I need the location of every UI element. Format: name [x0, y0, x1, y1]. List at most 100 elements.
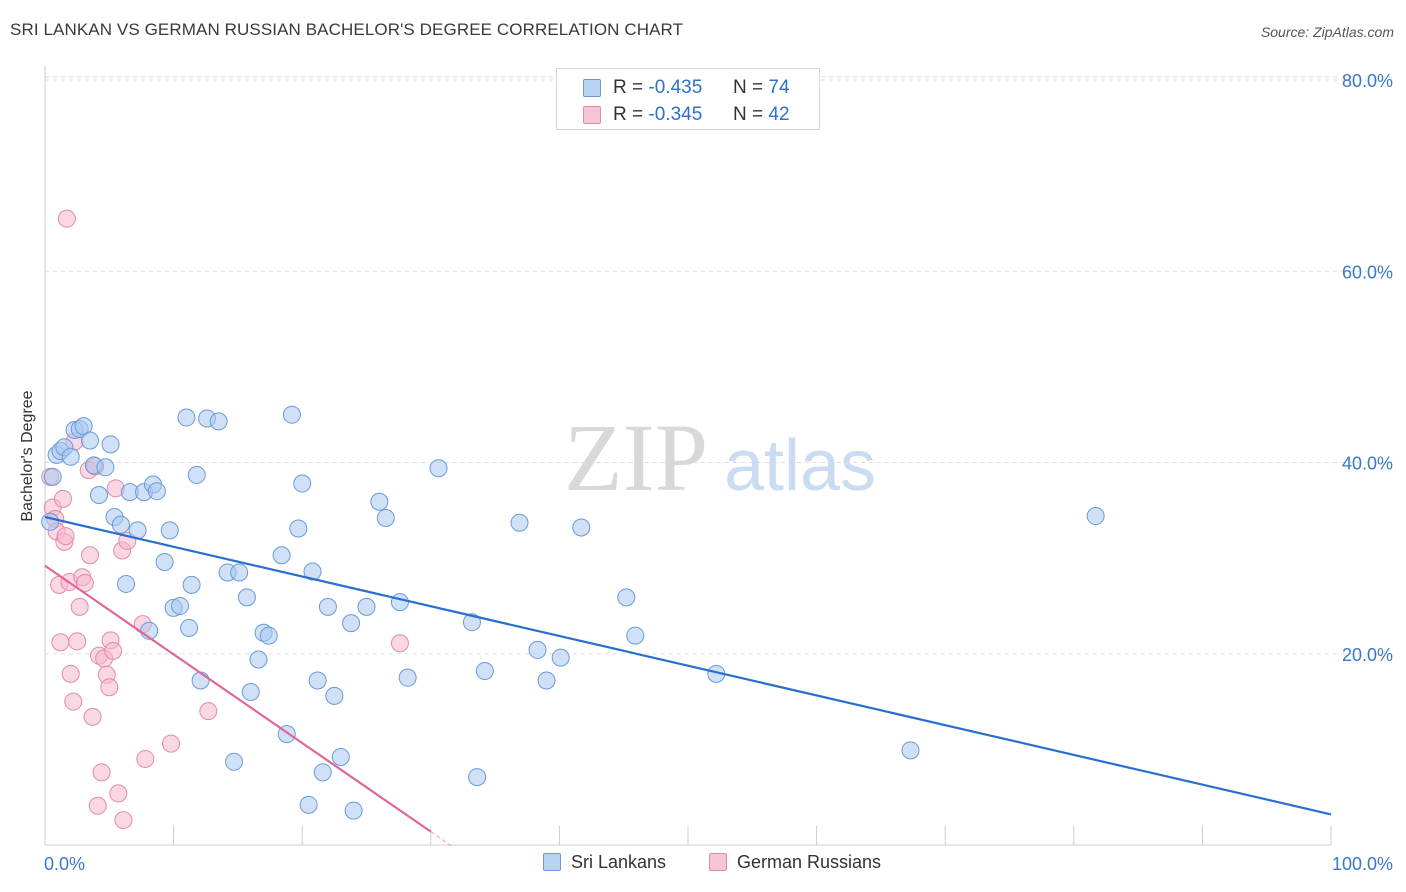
- point-sri-lankans: [81, 431, 100, 450]
- point-sri-lankans: [398, 668, 417, 687]
- point-sri-lankans: [61, 447, 80, 466]
- point-german-russians: [109, 784, 128, 803]
- point-german-russians: [92, 763, 111, 782]
- bottom-legend-swatch-pink: [709, 853, 727, 871]
- point-sri-lankans: [230, 563, 249, 582]
- legend-swatch-pink: [583, 106, 601, 124]
- y-tick-label: 80.0%: [1342, 71, 1393, 91]
- trend-line-german-russians: [44, 564, 432, 833]
- y-tick-label: 60.0%: [1342, 262, 1393, 282]
- point-sri-lankans: [510, 513, 529, 532]
- chart-title: SRI LANKAN VS GERMAN RUSSIAN BACHELOR'S …: [10, 20, 684, 39]
- point-german-russians: [68, 632, 87, 651]
- tick-labels: 20.0% 40.0% 60.0% 80.0% 0.0% 100.0%: [44, 71, 1393, 874]
- point-sri-lankans: [313, 763, 332, 782]
- point-sri-lankans: [96, 458, 115, 477]
- y-tick-label: 40.0%: [1342, 454, 1393, 474]
- point-sri-lankans: [344, 801, 363, 820]
- point-sri-lankans: [325, 686, 344, 705]
- point-sri-lankans: [528, 640, 547, 659]
- point-sri-lankans: [370, 492, 389, 511]
- point-sri-lankans: [237, 588, 256, 607]
- point-sri-lankans: [43, 467, 62, 486]
- point-sri-lankans: [249, 650, 268, 669]
- point-sri-lankans: [177, 408, 196, 427]
- point-sri-lankans: [171, 596, 190, 615]
- point-german-russians: [54, 489, 73, 508]
- point-german-russians: [199, 702, 218, 721]
- point-sri-lankans: [117, 574, 136, 593]
- point-sri-lankans: [90, 486, 109, 505]
- trend-lines: [44, 515, 1332, 849]
- x-tick-label: 0.0%: [44, 854, 85, 874]
- point-sri-lankans: [289, 519, 308, 538]
- watermark-atlas: atlas: [724, 426, 876, 506]
- legend-r-label: R =: [613, 104, 644, 125]
- point-german-russians: [136, 749, 155, 768]
- point-sri-lankans: [429, 459, 448, 478]
- y-tick-label: 20.0%: [1342, 645, 1393, 665]
- point-sri-lankans: [551, 648, 570, 667]
- point-sri-lankans: [191, 671, 210, 690]
- point-german-russians: [75, 573, 94, 592]
- point-sri-lankans: [626, 626, 645, 645]
- point-sri-lankans: [1086, 507, 1105, 526]
- point-sri-lankans: [293, 474, 312, 493]
- point-sri-lankans: [180, 618, 199, 637]
- point-sri-lankans: [155, 552, 174, 571]
- point-german-russians: [162, 734, 181, 753]
- watermark: ZIP atlas: [564, 404, 876, 511]
- point-sri-lankans: [272, 546, 291, 565]
- point-sri-lankans: [147, 482, 166, 501]
- point-sri-lankans: [342, 614, 361, 633]
- point-sri-lankans: [462, 613, 481, 632]
- bottom-legend-sri-lankans: Sri Lankans: [543, 852, 666, 873]
- point-sri-lankans: [572, 518, 591, 537]
- bottom-legend-german-russians: German Russians: [709, 852, 881, 873]
- x-tick-label: 100.0%: [1332, 854, 1393, 874]
- point-german-russians: [88, 796, 107, 815]
- point-sri-lankans: [209, 412, 228, 431]
- chart-source: Source: ZipAtlas.com: [1260, 24, 1394, 40]
- point-sri-lankans: [41, 512, 60, 531]
- point-sri-lankans: [282, 405, 301, 424]
- legend-n-value: 42: [768, 104, 790, 125]
- data-points: [41, 209, 1105, 830]
- point-sri-lankans: [357, 597, 376, 616]
- trend-line-german-russians-extension: [430, 830, 455, 849]
- bottom-legend-label: Sri Lankans: [571, 852, 667, 872]
- point-sri-lankans: [187, 465, 206, 484]
- point-sri-lankans: [101, 435, 120, 454]
- point-sri-lankans: [617, 588, 636, 607]
- stats-legend: R = -0.435 N = 74 R = -0.345 N = 42: [556, 68, 820, 130]
- point-sri-lankans: [225, 752, 244, 771]
- legend-n-value: 74: [768, 77, 790, 98]
- legend-r-value: -0.435: [648, 77, 703, 98]
- point-german-russians: [70, 597, 89, 616]
- point-sri-lankans: [182, 575, 201, 594]
- point-sri-lankans: [241, 683, 260, 701]
- point-german-russians: [104, 641, 123, 660]
- point-sri-lankans: [537, 671, 556, 690]
- legend-swatch-blue: [583, 79, 601, 97]
- gridlines: [45, 76, 1392, 655]
- point-sri-lankans: [901, 741, 920, 760]
- point-german-russians: [64, 692, 83, 711]
- point-german-russians: [83, 707, 102, 726]
- point-german-russians: [390, 634, 409, 653]
- point-german-russians: [57, 209, 76, 228]
- trend-line-sri-lankans: [44, 515, 1332, 816]
- point-sri-lankans: [331, 748, 350, 767]
- point-german-russians: [114, 811, 133, 830]
- y-axis-label: Bachelor's Degree: [19, 390, 36, 522]
- point-sri-lankans: [468, 768, 487, 787]
- legend-r-value: -0.345: [648, 104, 703, 125]
- point-sri-lankans: [299, 795, 318, 814]
- legend-r-label: R =: [613, 77, 644, 98]
- point-sri-lankans: [303, 562, 322, 581]
- point-german-russians: [51, 633, 70, 652]
- watermark-zip: ZIP: [564, 404, 708, 511]
- point-sri-lankans: [160, 521, 179, 540]
- point-sri-lankans: [308, 671, 327, 690]
